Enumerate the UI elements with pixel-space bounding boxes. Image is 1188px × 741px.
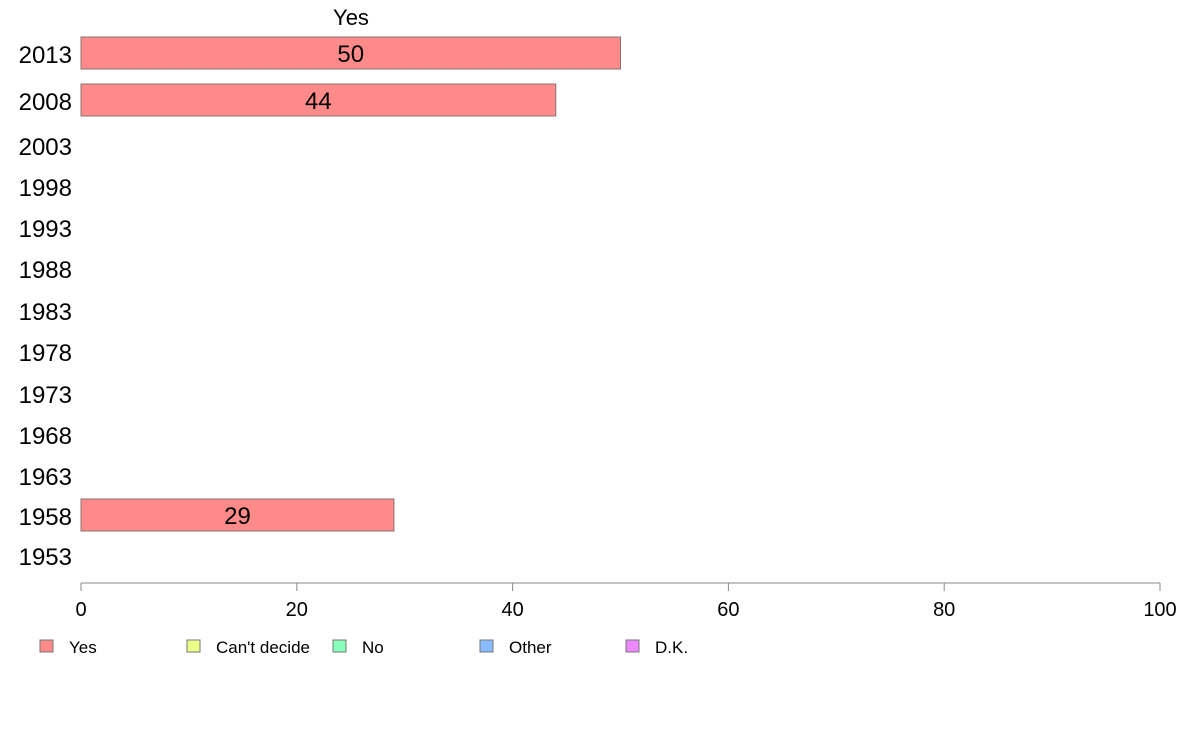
x-tick-label: 0 xyxy=(75,599,86,621)
y-tick-label: 1953 xyxy=(19,544,72,571)
y-tick-label: 1998 xyxy=(19,175,72,202)
legend-label: D.K. xyxy=(655,638,688,657)
y-tick-label: 1968 xyxy=(19,423,72,450)
x-tick-label: 60 xyxy=(717,599,739,621)
bar xyxy=(80,36,621,70)
y-tick-label: 1983 xyxy=(19,299,72,326)
legend-label: No xyxy=(362,638,384,657)
y-axis-labels: 2013 2008 2003 1998 1993 1988 1983 1978 1973 1968… xyxy=(19,42,72,571)
y-tick-label: 1958 xyxy=(19,504,72,531)
y-tick-label: 2013 xyxy=(19,42,72,69)
bar xyxy=(80,83,557,117)
legend-label: Can't decide xyxy=(216,638,310,657)
bar-value-label: 44 xyxy=(305,88,332,115)
legend-label: Yes xyxy=(69,638,97,657)
y-tick-label: 2008 xyxy=(19,89,72,116)
bar-value-label: 50 xyxy=(337,41,364,68)
legend-swatch xyxy=(625,639,640,653)
y-tick-label: 1993 xyxy=(19,216,72,243)
series-title: Yes xyxy=(333,5,369,30)
x-tick-label: 20 xyxy=(286,599,308,621)
y-tick-label: 2003 xyxy=(19,134,72,161)
x-tick-label: 40 xyxy=(501,599,523,621)
legend-swatch xyxy=(332,639,347,653)
y-tick-label: 1978 xyxy=(19,340,72,367)
y-tick-label: 1988 xyxy=(19,257,72,284)
x-tick-label: 100 xyxy=(1143,599,1176,621)
legend: Yes Can't decide No Other D.K. xyxy=(39,638,688,657)
bar xyxy=(80,498,395,532)
x-tick-label: 80 xyxy=(933,599,955,621)
legend-label: Other xyxy=(509,638,552,657)
legend-swatch xyxy=(479,639,494,653)
legend-swatch xyxy=(39,639,54,653)
bar-value-label: 29 xyxy=(224,503,251,530)
y-tick-label: 1973 xyxy=(19,382,72,409)
y-tick-label: 1963 xyxy=(19,464,72,491)
legend-swatch xyxy=(186,639,201,653)
x-axis: 0 20 40 60 80 100 xyxy=(75,582,1177,621)
